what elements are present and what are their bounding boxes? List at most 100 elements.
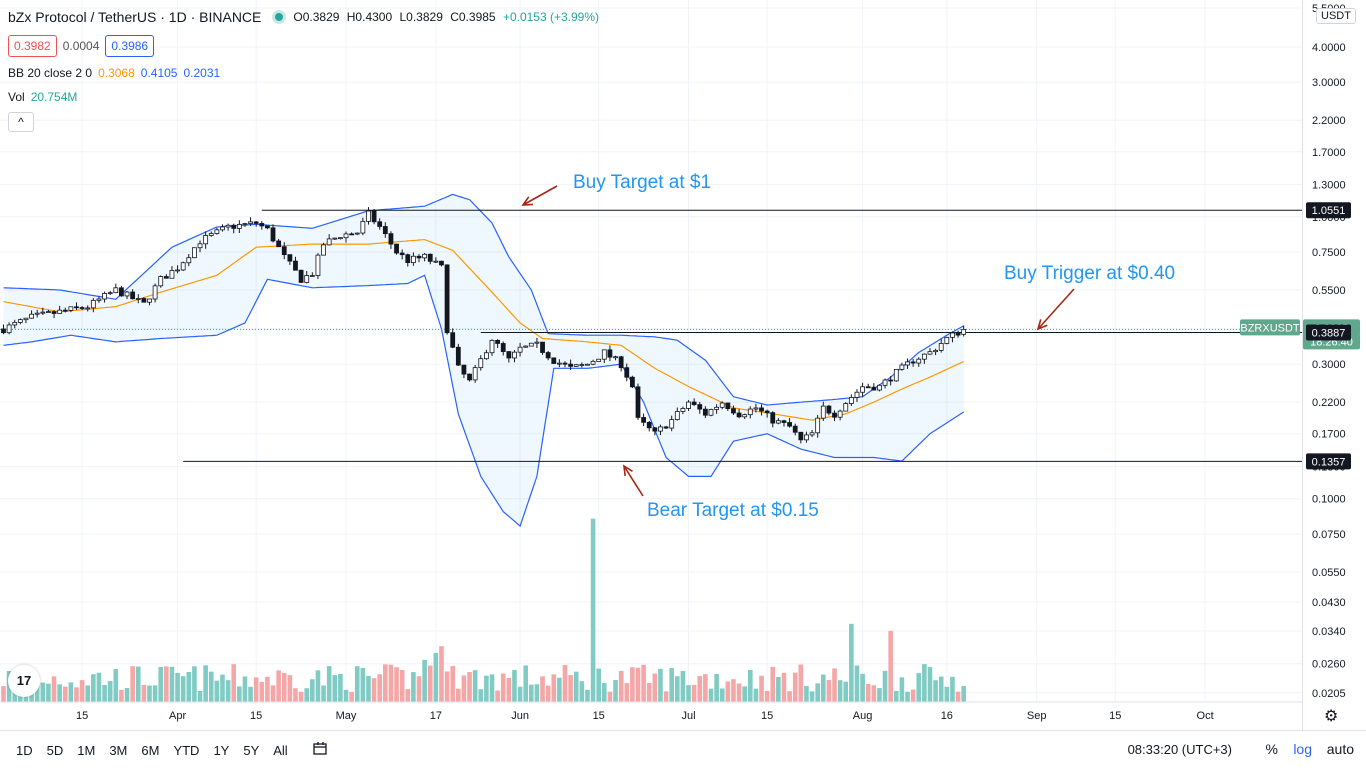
timeframe-1m[interactable]: 1M xyxy=(77,742,96,758)
sell-price-button[interactable]: 0.3982 xyxy=(8,35,57,57)
candle-body xyxy=(433,260,439,263)
volume-bar xyxy=(641,664,646,702)
volume-bar xyxy=(910,689,916,702)
candle-body xyxy=(787,422,792,427)
volume-bar xyxy=(832,668,837,702)
annotation-arrow-line xyxy=(1037,288,1075,330)
volume-bar xyxy=(152,685,158,702)
volume-bar xyxy=(68,682,74,702)
volume-bar xyxy=(551,674,557,702)
volume-bar xyxy=(158,666,164,702)
collapse-legend-button[interactable]: ^ xyxy=(8,112,34,132)
candle-body xyxy=(377,221,383,227)
candle-body xyxy=(714,406,720,410)
candle-body xyxy=(293,260,298,271)
timeframe-3m[interactable]: 3M xyxy=(109,742,128,758)
candle-body xyxy=(152,285,158,300)
volume-bar xyxy=(411,672,416,702)
candle-body xyxy=(467,373,472,381)
candle-body xyxy=(674,411,680,420)
candle-body xyxy=(455,346,461,366)
candle-body xyxy=(697,404,703,410)
volume-bar xyxy=(366,675,371,702)
price-axis: 5.50004.00003.00002.20001.70001.30001.00… xyxy=(1240,0,1366,730)
candle-body xyxy=(85,307,91,310)
buy-price-button[interactable]: 0.3986 xyxy=(105,35,155,57)
symbol-title[interactable]: bZx Protocol / TetherUS · 1D · BINANCE xyxy=(8,9,262,25)
price-chart[interactable]: Buy Target at $1 Buy Trigger at $0.40 Bear… xyxy=(0,0,1366,730)
currency-badge[interactable]: USDT xyxy=(1316,8,1356,24)
volume-bar xyxy=(809,691,815,702)
volume-bar xyxy=(781,672,787,702)
candle-body xyxy=(669,419,675,429)
candle-body xyxy=(6,324,12,334)
settings-gear-icon[interactable]: ⚙ xyxy=(1324,708,1339,725)
timeframe-all[interactable]: All xyxy=(273,742,288,758)
candle-body xyxy=(147,298,152,303)
timeframe-6m[interactable]: 6M xyxy=(141,742,160,758)
candle-body xyxy=(298,269,304,283)
candle-body xyxy=(405,254,411,264)
volume-bar xyxy=(208,671,214,702)
candle-body xyxy=(775,420,781,424)
volume-bar xyxy=(534,684,540,702)
log-scale-toggle[interactable]: log xyxy=(1293,741,1312,757)
candle-body xyxy=(635,386,641,418)
volume-bar xyxy=(439,646,444,702)
percent-scale-toggle[interactable]: % xyxy=(1265,741,1278,757)
volume-bar xyxy=(281,672,287,702)
candle-body xyxy=(439,260,444,266)
volume-bar xyxy=(579,681,585,702)
timeframe-ytd[interactable]: YTD xyxy=(173,742,200,758)
volume-indicator-label[interactable]: Vol xyxy=(8,90,25,104)
volume-bar xyxy=(557,677,562,702)
candle-body xyxy=(332,237,338,240)
auto-scale-toggle[interactable]: auto xyxy=(1326,741,1354,757)
volume-bar xyxy=(961,686,966,702)
timeframe-1y[interactable]: 1Y xyxy=(213,742,230,758)
bb-indicator-label[interactable]: BB 20 close 2 0 xyxy=(8,66,93,80)
volume-bar xyxy=(618,670,624,702)
volume-bar xyxy=(798,664,804,702)
volume-bar xyxy=(102,684,107,702)
volume-bar xyxy=(293,688,298,702)
volume-bar xyxy=(675,676,680,702)
date-range-icon[interactable] xyxy=(312,740,330,758)
volume-bar xyxy=(691,684,697,702)
candle-body xyxy=(96,298,102,301)
volume-bar xyxy=(124,687,130,702)
volume-bar xyxy=(736,683,742,702)
candle-body xyxy=(17,319,23,323)
volume-bar xyxy=(107,681,113,702)
price-tick-label: 0.3000 xyxy=(1312,359,1346,371)
candle-body xyxy=(888,379,894,382)
volume-bar xyxy=(456,688,461,702)
candle-body xyxy=(843,403,849,412)
candle-body xyxy=(253,221,259,224)
candle-body xyxy=(326,238,332,246)
candle-body xyxy=(186,257,192,264)
candle-body xyxy=(315,254,321,276)
candle-body xyxy=(641,417,647,423)
candle-body xyxy=(236,224,242,229)
annotation-labels: Buy Target at $1 Buy Trigger at $0.40 Bear… xyxy=(573,172,1175,521)
candle-body xyxy=(596,358,602,362)
timeframe-5y[interactable]: 5Y xyxy=(243,742,260,758)
timeframe-1d[interactable]: 1D xyxy=(16,742,33,758)
candle-body xyxy=(90,299,96,309)
candle-body xyxy=(708,409,714,416)
clock-timezone[interactable]: 08:33:20 (UTC+3) xyxy=(1127,742,1232,757)
volume-bar xyxy=(360,668,366,702)
candle-body xyxy=(410,255,416,264)
annotation-arrows xyxy=(521,185,1075,497)
candle-body xyxy=(113,287,119,294)
volume-bar xyxy=(444,671,450,702)
candle-body xyxy=(927,351,933,355)
price-tick-label: 4.0000 xyxy=(1312,42,1346,54)
volume-bar xyxy=(416,676,422,702)
candle-body xyxy=(613,356,618,359)
candle-body xyxy=(23,317,29,321)
timeframe-5d[interactable]: 5D xyxy=(46,742,64,758)
candle-body xyxy=(287,254,293,262)
volume-bar xyxy=(596,668,601,702)
